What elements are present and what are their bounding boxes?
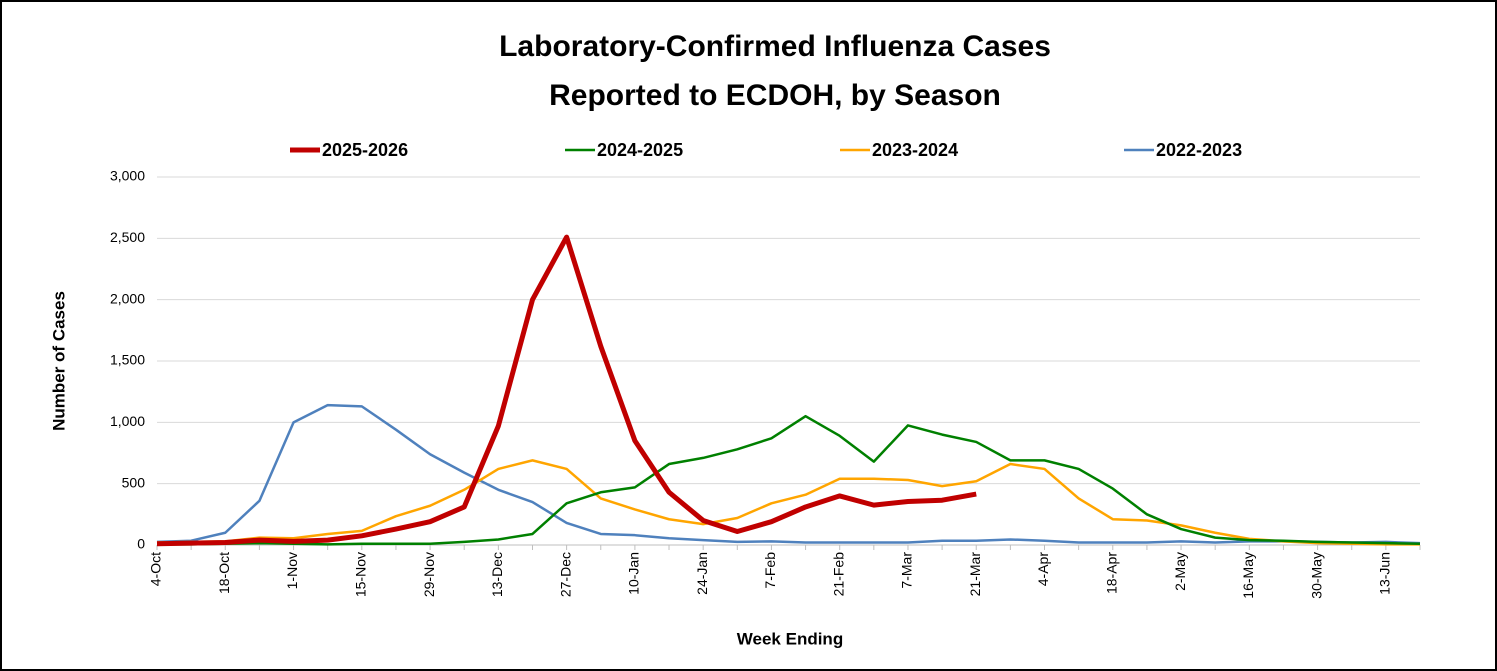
x-tick-label: 21-Mar	[967, 552, 983, 597]
y-tick-label: 3,000	[110, 168, 145, 184]
x-tick-label: 4-Oct	[148, 552, 164, 586]
x-tick-label: 2-May	[1172, 552, 1188, 591]
x-tick-label: 13-Jun	[1377, 552, 1393, 595]
chart-title: Reported to ECDOH, by Season	[549, 79, 1001, 112]
x-tick-label: 21-Feb	[830, 552, 846, 597]
y-tick-label: 1,000	[110, 413, 145, 429]
x-tick-label: 16-May	[1240, 552, 1256, 599]
x-tick-label: 1-Nov	[284, 552, 300, 589]
y-tick-label: 1,500	[110, 352, 145, 368]
y-tick-label: 2,000	[110, 290, 145, 306]
legend-label: 2025-2026	[322, 140, 408, 160]
x-tick-label: 18-Oct	[216, 552, 232, 594]
y-tick-label: 500	[122, 474, 146, 490]
y-axis-label: Number of Cases	[49, 291, 68, 431]
x-tick-label: 7-Feb	[762, 552, 778, 589]
x-tick-label: 18-Apr	[1103, 552, 1119, 594]
x-tick-label: 24-Jan	[694, 552, 710, 595]
series-line	[156, 459, 1420, 546]
series-line	[157, 414, 1421, 546]
chart-title: Laboratory-Confirmed Influenza Cases	[499, 30, 1051, 63]
x-tick-label: 10-Jan	[626, 552, 642, 595]
legend-label: 2022-2023	[1156, 140, 1242, 160]
legend-label: 2024-2025	[597, 140, 683, 160]
series-line	[156, 403, 1421, 545]
x-tick-label: 4-Apr	[1035, 552, 1051, 587]
y-tick-label: 0	[137, 536, 145, 552]
x-tick-label: 13-Dec	[489, 552, 505, 597]
x-tick-label: 15-Nov	[353, 552, 369, 597]
x-tick-label: 30-May	[1308, 552, 1324, 599]
series-line	[156, 234, 977, 547]
x-tick-label: 7-Mar	[899, 552, 915, 589]
y-tick-label: 2,500	[110, 229, 145, 245]
legend-label: 2023-2024	[872, 140, 958, 160]
x-tick-label: 27-Dec	[557, 552, 573, 597]
x-axis-label: Week Ending	[737, 629, 843, 648]
x-tick-label: 29-Nov	[421, 552, 437, 597]
